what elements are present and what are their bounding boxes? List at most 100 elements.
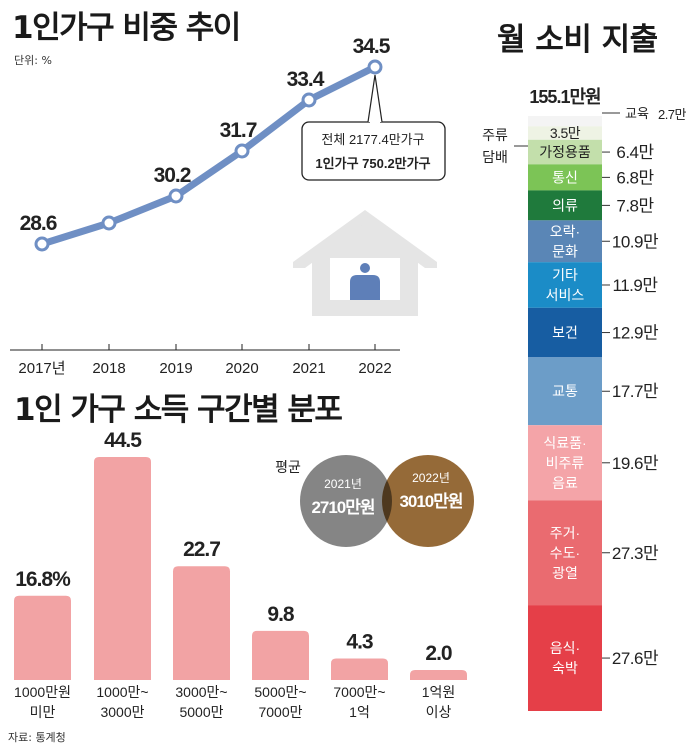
- income-chart-title: 1인 가구 소득 구간별 분포: [14, 392, 343, 428]
- spending-segment: [528, 357, 602, 426]
- spending-category-label: 주거·: [550, 525, 580, 541]
- income-category-label: 1000만원: [14, 684, 71, 700]
- spending-value-label: 7.8만: [616, 196, 654, 215]
- line-point: [301, 92, 317, 108]
- spending-value-label: 10.9만: [612, 232, 659, 251]
- line-point: [367, 59, 383, 75]
- spending-category-label: 음식·: [550, 640, 580, 656]
- spending-segment: [528, 307, 602, 358]
- house-wall: [312, 223, 418, 316]
- avg-2022-amount: 3010만원: [399, 492, 462, 511]
- spending-segment: [528, 220, 602, 263]
- line-chart-title: 1인가구 비중 추이: [12, 10, 241, 46]
- source-label: 자료: 통계청: [8, 731, 66, 744]
- spending-category-label: 식료품·: [543, 435, 586, 451]
- line-point: [234, 143, 250, 159]
- avg-2021-amount: 2710만원: [311, 498, 374, 517]
- data-label: 30.2: [154, 164, 191, 187]
- spending-segment: [528, 164, 602, 191]
- avg-2021-year: 2021년: [324, 477, 362, 491]
- spending-category-label: 가정용품: [539, 144, 591, 160]
- spending-segment: [528, 425, 602, 501]
- spending-total: 155.1만원: [529, 87, 600, 107]
- data-label: 34.5: [353, 35, 391, 58]
- spending-category-label: 서비스: [546, 287, 585, 303]
- income-bar: [252, 630, 309, 680]
- line-point: [168, 188, 184, 204]
- spending-segment: [528, 190, 602, 221]
- avg-2022-circle: [382, 455, 474, 547]
- income-bar-label: 16.8%: [15, 568, 71, 591]
- x-tick-label: 2019: [159, 360, 192, 377]
- share-line: [38, 63, 379, 248]
- income-category-label: 7000만: [258, 704, 302, 720]
- spending-value-label: 6.8만: [616, 168, 654, 187]
- spending-value-label: 17.7만: [612, 382, 659, 401]
- person-body: [350, 275, 380, 300]
- income-category-label: 5000만~: [254, 684, 306, 700]
- income-category-label: 미만: [30, 704, 56, 720]
- household-callout: 전체 2177.4만가구 1인가구 750.2만가구: [301, 74, 446, 181]
- data-label: 33.4: [287, 68, 325, 91]
- spending-category-label: 수도·: [550, 545, 580, 561]
- callout-pointer: [367, 74, 383, 123]
- income-bar-label: 9.8: [267, 603, 295, 626]
- spending-segment: [528, 139, 602, 165]
- average-label: 평균: [275, 459, 301, 475]
- spending-category-label: 비주류: [546, 455, 585, 471]
- spending-category-label: 통신: [552, 169, 578, 185]
- spending-category-label: 숙박: [552, 660, 578, 676]
- spending-category-label: 문화: [552, 243, 578, 259]
- share-line-chart: 2017년 28.6 2018 2019 30.2 2020 31.7 2021 33.4 202…: [10, 35, 400, 377]
- spending-value-label: 11.9만: [613, 276, 659, 295]
- spending-category-label: 보건: [552, 325, 578, 341]
- average-income-circles: 평균 2021년 2710만원 2022년 3010만원: [275, 455, 474, 547]
- income-category-label: 3000만: [100, 704, 144, 720]
- callout-total-households: 전체 2177.4만가구: [321, 132, 424, 147]
- income-bar-label: 22.7: [183, 538, 220, 561]
- income-category-label: 7000만~: [333, 684, 385, 700]
- income-bar: [331, 658, 388, 680]
- unit-label: 단위: %: [14, 54, 52, 67]
- callout-single-households: 1인가구 750.2만가구: [315, 156, 430, 171]
- income-bar-label: 2.0: [425, 642, 452, 665]
- data-label: 28.6: [20, 212, 57, 235]
- spending-value-label: 3.5만: [550, 125, 581, 141]
- spending-category-label: 오락·: [550, 223, 580, 239]
- spending-segment: [528, 262, 602, 308]
- spending-segment: [528, 126, 602, 140]
- data-label: 31.7: [220, 119, 257, 142]
- income-bar-label: 4.3: [346, 630, 373, 653]
- income-bar: [173, 566, 230, 680]
- income-category-label: 1억원: [422, 684, 456, 700]
- house-roof: [293, 210, 437, 268]
- spending-category-label: 교통: [552, 383, 578, 399]
- spending-outside-label: 주류: [482, 127, 508, 143]
- spending-category-label: 기타: [552, 267, 578, 283]
- spending-segment: [528, 500, 602, 606]
- person-head: [360, 263, 370, 273]
- spending-category-label: 음료: [552, 475, 578, 491]
- income-bar: [94, 457, 151, 680]
- house-icon: [293, 210, 437, 316]
- income-category-label: 1억: [349, 704, 370, 720]
- income-category-label: 3000만~: [175, 684, 227, 700]
- income-bar: [14, 595, 71, 680]
- spending-value-label: 2.7만: [658, 107, 687, 122]
- spending-category-label: 광열: [552, 565, 578, 581]
- spending-segment: [528, 605, 602, 711]
- spending-value-label: 27.6만: [612, 649, 659, 668]
- callout-box: [301, 121, 446, 181]
- spending-value-label: 19.6만: [612, 454, 659, 473]
- spending-chart-title: 월 소비 지출: [497, 22, 658, 58]
- spending-outside-label: 담배: [482, 149, 508, 165]
- spending-value-label: 12.9만: [612, 324, 659, 343]
- x-tick-label: 2020: [225, 360, 258, 377]
- spending-outside-label: 교육: [625, 106, 649, 121]
- x-tick-label: 2021: [292, 360, 325, 377]
- spending-value-label: 27.3만: [612, 544, 659, 563]
- x-tick-label: 2022: [358, 360, 391, 377]
